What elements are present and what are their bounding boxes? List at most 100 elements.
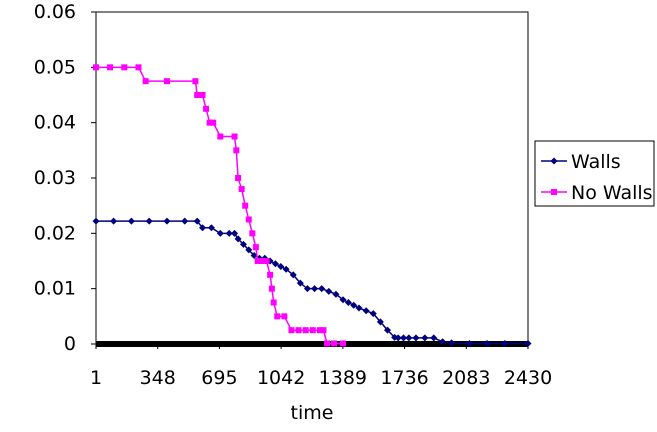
plot-area (95, 11, 529, 345)
data-point (311, 285, 319, 293)
data-point (217, 133, 224, 140)
data-point (344, 299, 352, 306)
data-point (383, 326, 391, 334)
data-point (309, 327, 316, 334)
data-point (254, 258, 261, 264)
data-point (181, 217, 189, 225)
x-axis-label: time (291, 402, 334, 424)
data-point (145, 217, 153, 225)
data-point (263, 258, 270, 264)
y-tick-label: 0.05 (34, 56, 76, 78)
series-walls (92, 217, 532, 347)
x-tick-label: 1 (90, 367, 102, 389)
data-point (394, 334, 402, 342)
data-point (339, 296, 347, 304)
data-point (550, 157, 558, 165)
data-point (234, 235, 242, 243)
x-tick-label: 2083 (442, 367, 490, 389)
x-tick-label: 1736 (380, 367, 428, 389)
data-point (331, 340, 338, 347)
data-point (268, 285, 275, 292)
x-axis: 1 348 695 1042 1389 1736 2083 2430 (90, 341, 552, 389)
data-point (194, 92, 201, 98)
data-point (163, 78, 170, 85)
data-point (430, 334, 438, 342)
data-point (302, 327, 309, 334)
data-point (324, 340, 331, 347)
data-point (216, 229, 224, 237)
data-point (107, 64, 114, 71)
data-point (350, 301, 358, 309)
data-point (110, 217, 118, 225)
x-tick-label: 695 (201, 367, 237, 389)
data-point (231, 229, 239, 237)
series-layer (92, 64, 532, 347)
data-point (193, 217, 201, 225)
data-point (121, 64, 128, 71)
data-point (250, 251, 258, 259)
data-point (207, 224, 215, 232)
y-tick-label: 0.03 (34, 167, 76, 189)
data-point (369, 310, 377, 318)
data-point (199, 92, 206, 98)
data-point (524, 339, 532, 347)
data-point (295, 327, 302, 334)
legend-label: Walls (571, 151, 621, 173)
legend-label: No Walls (571, 182, 653, 204)
data-point (340, 340, 347, 347)
data-point (92, 217, 100, 225)
data-point (192, 78, 199, 85)
data-point (501, 339, 509, 347)
y-tick-label: 0.01 (34, 278, 76, 300)
data-point (274, 313, 281, 320)
data-point (376, 318, 384, 326)
data-point (483, 339, 491, 347)
y-tick-label: 0.06 (34, 1, 76, 23)
data-point (318, 285, 326, 293)
data-point (325, 287, 333, 295)
data-point (245, 216, 252, 223)
data-point (448, 339, 456, 347)
data-point (465, 339, 473, 347)
data-point (282, 265, 290, 273)
data-point (412, 334, 420, 342)
data-point (271, 260, 279, 268)
x-tick-label: 2430 (504, 367, 552, 389)
data-point (277, 263, 285, 271)
data-point (289, 271, 297, 279)
data-point (439, 338, 447, 346)
y-tick-label: 0 (64, 333, 76, 355)
data-point (163, 217, 171, 225)
data-point (135, 64, 142, 71)
data-point (303, 285, 311, 293)
data-point (238, 186, 245, 193)
data-point (332, 290, 340, 298)
data-point (199, 224, 207, 232)
legend: Walls No Walls (534, 140, 655, 207)
data-point (142, 78, 149, 85)
data-point (362, 307, 370, 315)
data-point (233, 147, 240, 154)
data-point (421, 334, 429, 342)
data-point (93, 64, 99, 71)
data-point (400, 334, 408, 342)
data-point (281, 313, 288, 320)
data-point (296, 279, 304, 287)
data-point (210, 119, 217, 126)
data-point (258, 258, 265, 264)
data-point (242, 202, 249, 209)
data-point (270, 299, 277, 306)
data-point (316, 327, 323, 334)
data-point (252, 244, 259, 251)
data-point (551, 189, 557, 195)
data-point (235, 175, 242, 181)
x-tick-label: 1042 (257, 367, 305, 389)
data-point (355, 304, 363, 312)
data-point (249, 230, 256, 237)
y-tick-label: 0.04 (34, 112, 76, 134)
data-point (231, 133, 238, 140)
series-no-walls (93, 64, 347, 347)
data-point (245, 246, 253, 254)
